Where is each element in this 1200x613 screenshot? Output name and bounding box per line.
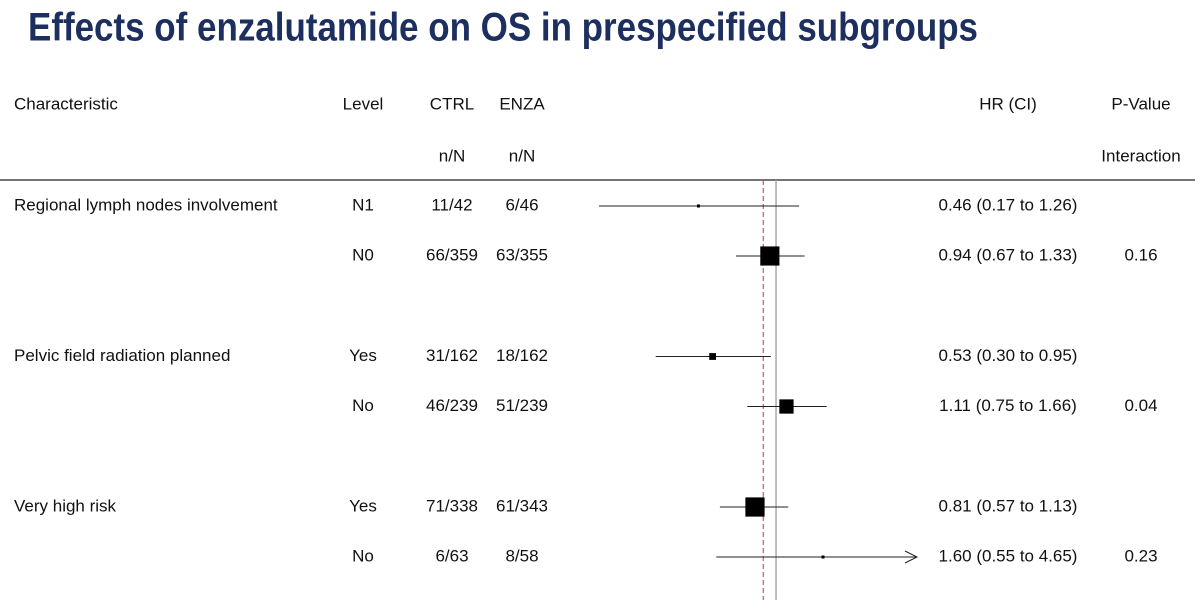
ctrl-count: 31/162 [426, 346, 478, 365]
hr-box [821, 555, 825, 559]
ctrl-count: 46/239 [426, 396, 478, 415]
hr-box [709, 353, 716, 360]
level: No [352, 396, 374, 415]
enza-count: 8/58 [505, 546, 538, 565]
column-header: CTRL [430, 94, 474, 113]
column-header: HR (CI) [979, 94, 1037, 113]
ctrl-count: 11/42 [431, 195, 472, 214]
p-value: 0.16 [1124, 245, 1157, 264]
group-name: Regional lymph nodes involvement [14, 195, 278, 214]
column-header: Level [343, 94, 384, 113]
hr-label: 1.11 (0.75 to 1.66) [939, 396, 1077, 415]
hr-label: 1.60 (0.55 to 4.65) [939, 546, 1078, 565]
ctrl-count: 6/63 [435, 546, 468, 565]
chart-title: Effects of enzalutamide on OS in prespec… [28, 6, 978, 50]
hr-label: 0.94 (0.67 to 1.33) [939, 245, 1078, 264]
hr-box [779, 399, 794, 414]
enza-count: 6/46 [505, 195, 538, 214]
enza-count: 61/343 [496, 496, 548, 515]
p-value: 0.04 [1124, 396, 1157, 415]
level: No [352, 546, 374, 565]
hr-label: 0.46 (0.17 to 1.26) [939, 195, 1078, 214]
enza-count: 18/162 [496, 346, 548, 365]
group-name: Very high risk [14, 496, 117, 515]
p-value: 0.23 [1124, 546, 1157, 565]
ci-arrow [904, 550, 919, 564]
hr-label: 0.53 (0.30 to 0.95) [939, 346, 1078, 365]
ctrl-count: 66/359 [426, 245, 478, 264]
level: N0 [352, 245, 374, 264]
column-header: ENZA [499, 94, 545, 113]
hr-box [696, 204, 700, 208]
enza-count: 63/355 [496, 245, 548, 264]
hr-box [760, 246, 780, 266]
enza-count: 51/239 [496, 396, 548, 415]
ctrl-count: 71/338 [426, 496, 478, 515]
hr-label: 0.81 (0.57 to 1.13) [939, 496, 1078, 515]
column-header: P-Value [1111, 94, 1170, 113]
column-subheader: Interaction [1101, 146, 1180, 165]
column-subheader: n/N [439, 146, 465, 165]
level: Yes [349, 496, 377, 515]
column-header: Characteristic [14, 94, 118, 113]
level: Yes [349, 346, 377, 365]
column-subheader: n/N [509, 146, 535, 165]
hr-box [745, 497, 765, 517]
group-name: Pelvic field radiation planned [14, 346, 230, 365]
level: N1 [352, 195, 374, 214]
